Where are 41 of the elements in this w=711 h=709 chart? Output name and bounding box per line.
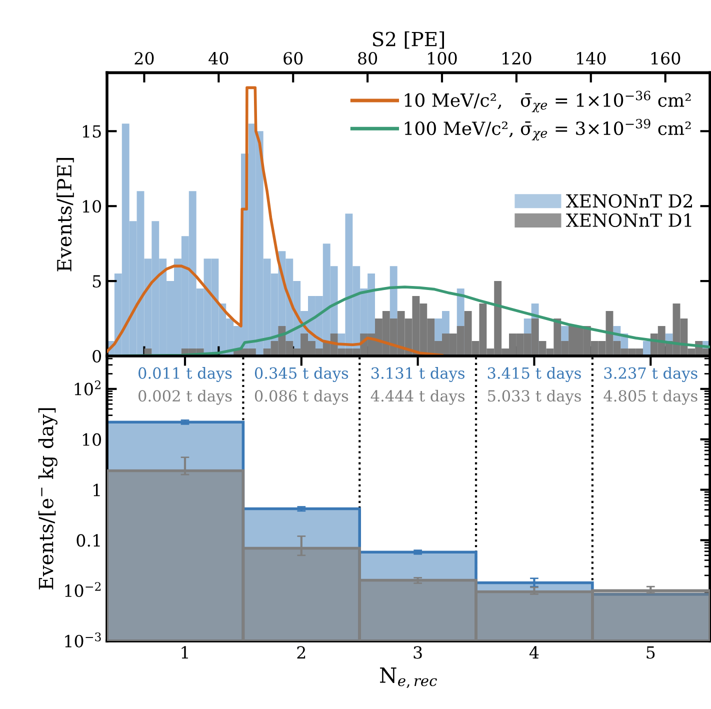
x-tick-label: 1: [182, 646, 188, 659]
y-tick-label: 1: [94, 484, 100, 496]
x-tick-label: 100: [428, 52, 457, 65]
x-tick-label: 80: [358, 52, 378, 65]
y-tick-label: 10$^{−3}$: [65, 632, 101, 648]
x-tick-label: 5: [646, 646, 655, 659]
annotation: 3.131 t days: [372, 367, 465, 382]
annotation: 3.415 t days: [488, 367, 581, 382]
x-tick-label: 60: [284, 52, 303, 65]
y-tick-label: 15: [82, 125, 101, 138]
y-axis-title: Events/[e$^{−}$ kg day]: [38, 408, 58, 590]
x-tick-label: 120: [502, 52, 532, 65]
legend-label: 100 MeV/c², σ̄$_{χe}$ = 3×10$^{−39}$ cm²: [404, 118, 691, 140]
y-axis-title: Events/[PE]: [56, 158, 74, 272]
y-tick-label: 5: [92, 275, 101, 288]
x-tick-label: 20: [134, 52, 154, 65]
annotation: 4.444 t days: [370, 390, 465, 405]
y-tick-label: 0.1: [76, 534, 100, 547]
x-tick-label: 160: [651, 52, 680, 65]
annotation: 0.345 t days: [254, 367, 348, 382]
x-tick-label: 140: [577, 52, 606, 65]
y-tick-label: 10: [82, 200, 102, 213]
y-tick-label: 0: [92, 350, 102, 363]
y-tick-label: 10: [82, 433, 102, 446]
x-tick-label: 4: [529, 646, 539, 659]
annotation: 0.086 t days: [254, 390, 348, 405]
annotation: 0.011 t days: [138, 367, 232, 382]
x-axis-title: S2 [PE]: [372, 31, 444, 49]
x-tick-label: 3: [414, 646, 422, 659]
annotation: 0.002 t days: [138, 390, 232, 405]
x-tick-label: 40: [208, 52, 228, 65]
legend-label: XENONnT D1: [566, 213, 692, 228]
legend-label: XENONnT D2: [566, 194, 692, 208]
annotation: 4.805 t days: [604, 390, 698, 405]
legend-label: 10 MeV/c², σ̄$_{χe}$ = 1×10$^{−36}$ cm²: [404, 90, 691, 112]
x-tick-label: 2: [297, 646, 306, 659]
annotation: 5.033 t days: [488, 390, 581, 405]
x-axis-title: N$_{e,rec}$: [380, 668, 437, 688]
y-tick-label: 10$^{−2}$: [65, 582, 101, 598]
annotation: 3.237 t days: [604, 367, 698, 382]
y-tick-label: 10$^{2}$: [74, 380, 100, 396]
